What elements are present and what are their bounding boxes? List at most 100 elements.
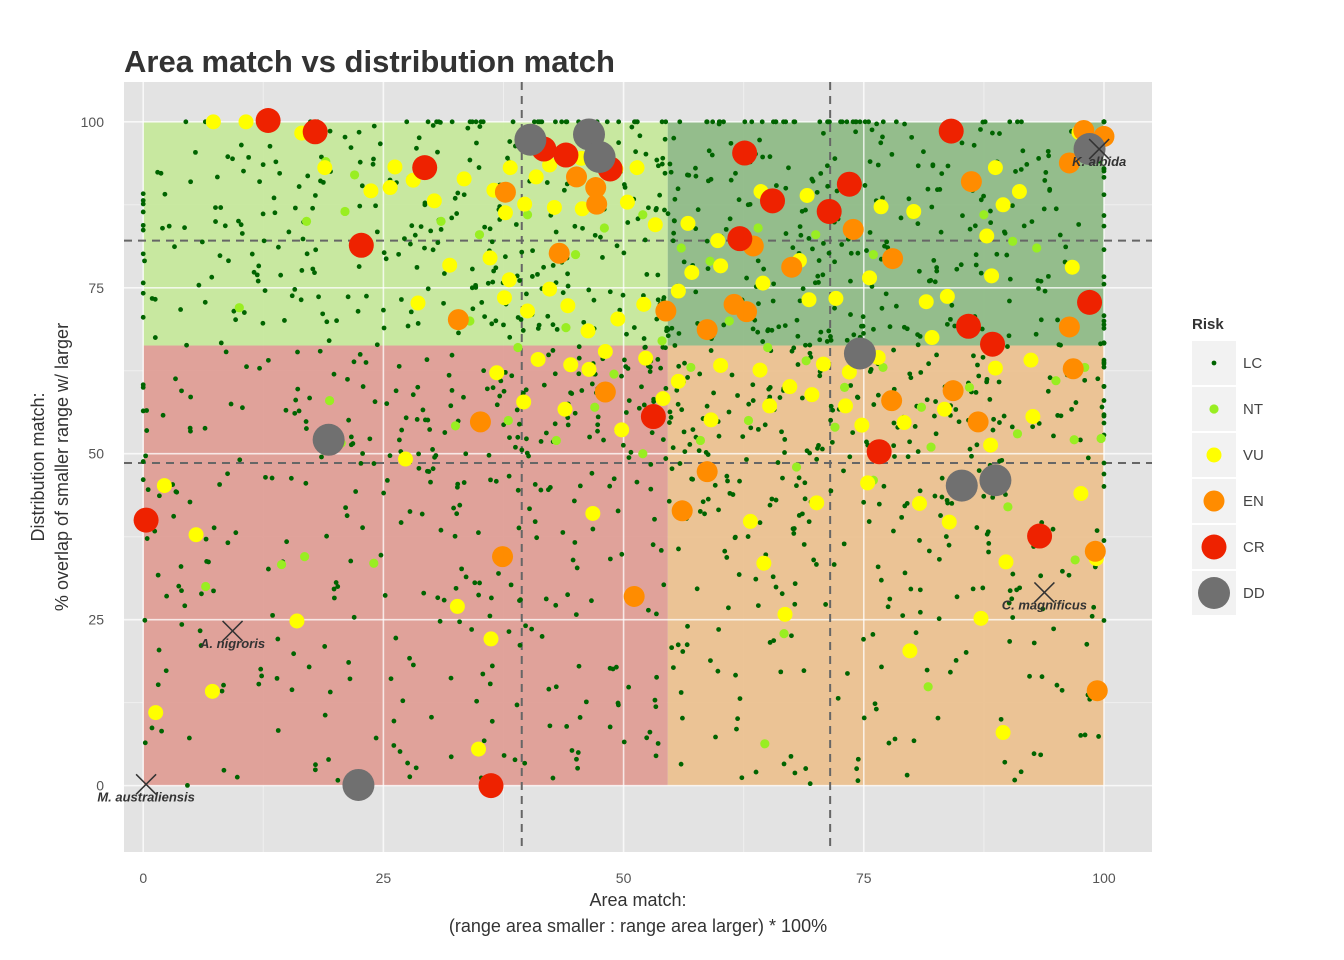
point-nt [590, 402, 600, 412]
point-lc [876, 501, 882, 507]
point-cr [255, 108, 281, 133]
point-lc [967, 226, 973, 232]
point-lc [891, 528, 896, 534]
point-lc [816, 443, 821, 448]
point-lc [493, 478, 499, 484]
point-lc [1095, 376, 1101, 382]
point-nt [686, 362, 696, 373]
point-lc [543, 596, 549, 602]
point-lc [884, 239, 890, 245]
point-lc [563, 119, 569, 125]
legend-title: Risk [1192, 316, 1224, 333]
point-nt [561, 323, 571, 333]
point-lc [967, 446, 973, 452]
point-lc [463, 574, 469, 580]
point-lc [911, 738, 917, 744]
point-lc [1043, 170, 1049, 175]
annotation-label: A. nigroris [199, 636, 265, 651]
point-lc [693, 289, 699, 295]
point-lc [880, 134, 885, 140]
point-lc [348, 145, 354, 150]
point-lc [746, 401, 752, 407]
point-lc [303, 419, 309, 424]
point-lc [677, 119, 683, 125]
point-lc [172, 244, 177, 250]
point-lc [929, 204, 935, 210]
point-lc [988, 220, 994, 226]
point-lc [288, 475, 294, 481]
point-lc [972, 223, 978, 229]
point-lc [1101, 618, 1107, 623]
point-lc [881, 483, 887, 489]
point-vu [574, 201, 590, 217]
point-vu [742, 513, 758, 529]
point-lc [519, 447, 525, 453]
point-vu [489, 365, 505, 381]
point-lc [725, 478, 730, 484]
point-nt [551, 435, 561, 446]
point-lc [832, 156, 838, 161]
point-lc [517, 598, 522, 603]
point-lc [1045, 388, 1051, 394]
point-lc [241, 310, 247, 315]
point-lc [465, 125, 471, 131]
point-lc [261, 238, 267, 244]
point-lc [410, 392, 416, 398]
point-lc [781, 119, 786, 125]
point-lc [399, 427, 405, 433]
point-lc [619, 551, 625, 557]
point-vu [156, 478, 172, 494]
point-lc [296, 408, 302, 414]
point-lc [641, 293, 646, 298]
point-lc [487, 613, 493, 619]
point-vu [841, 364, 857, 380]
point-nt [638, 449, 648, 459]
point-lc [571, 498, 577, 504]
point-lc [853, 119, 859, 125]
legend-label-vu: VU [1243, 447, 1264, 464]
point-lc [142, 258, 147, 264]
point-lc [225, 471, 230, 477]
point-vu [410, 295, 426, 311]
point-lc [690, 476, 696, 482]
point-nt [325, 396, 335, 406]
point-lc [844, 337, 850, 343]
quadrant-region-3 [667, 345, 1104, 786]
point-lc [913, 630, 919, 636]
point-lc [418, 224, 424, 229]
point-lc [936, 556, 942, 562]
point-lc [804, 448, 810, 454]
point-lc [973, 262, 979, 268]
point-lc [1021, 223, 1027, 229]
point-lc [695, 207, 701, 213]
point-lc [998, 716, 1004, 722]
point-lc [171, 513, 177, 519]
point-lc [742, 119, 748, 125]
point-lc [1042, 178, 1048, 183]
point-nt [369, 558, 379, 568]
point-cr [348, 232, 374, 258]
point-lc [989, 130, 995, 136]
point-lc [1039, 674, 1045, 680]
point-lc [303, 426, 309, 431]
point-lc [367, 436, 373, 442]
point-lc [565, 283, 571, 289]
point-lc [700, 499, 706, 505]
point-lc [675, 642, 681, 648]
point-cr [732, 140, 758, 166]
point-en [1062, 358, 1084, 380]
point-lc [241, 168, 246, 174]
point-lc [861, 499, 867, 505]
point-lc [952, 323, 958, 329]
point-lc [712, 482, 718, 488]
point-lc [682, 449, 688, 455]
point-lc [825, 119, 830, 125]
chart-title: Area match vs distribution match [124, 44, 615, 79]
point-lc [559, 119, 565, 125]
point-lc [655, 163, 661, 169]
point-lc [850, 430, 856, 436]
point-lc [735, 393, 740, 398]
y-tick-label: 25 [88, 612, 104, 628]
point-lc [672, 343, 678, 348]
point-nt [450, 421, 461, 431]
